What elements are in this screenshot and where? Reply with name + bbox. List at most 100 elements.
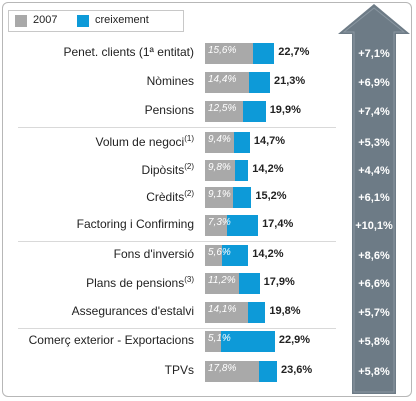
bar-2007: [205, 43, 253, 64]
growth-value: +8,6%: [358, 250, 390, 262]
category-label-text: Plans de pensions: [86, 276, 185, 290]
legend-swatch-creixement: [77, 15, 89, 27]
bar-total-value: 14,2%: [252, 248, 284, 260]
bar-2007-value: 9,8%: [208, 162, 231, 173]
category-label-text: Fons d'inversió: [113, 247, 194, 261]
bar-total-value: 17,4%: [262, 218, 294, 230]
bar-2007-value: 17,8%: [208, 363, 237, 374]
group-divider: [18, 127, 336, 128]
category-label-text: Factoring i Confirming: [76, 217, 194, 231]
bar-2007-value: 9,4%: [208, 134, 231, 145]
category-label: Plans de pensions(3): [86, 275, 194, 290]
category-label: Factoring i Confirming: [77, 217, 194, 231]
chart-row: Assegurances d'estalvi 14,1% 19,8%: [0, 299, 340, 325]
growth-value: +4,4%: [358, 165, 390, 177]
bar-2007-value: 12,5%: [208, 103, 237, 114]
growth-arrow-highlight: [342, 7, 406, 393]
growth-arrow: [338, 4, 410, 394]
bar-2007-value: 9,1%: [208, 189, 231, 200]
bar-creixement: [220, 331, 275, 352]
category-label-text: Crèdits: [146, 190, 185, 204]
chart-row: Comerç exterior - Exportacions 5,1% 22,9%: [0, 328, 340, 354]
chart-row: Volum de negoci(1) 9,4% 14,7%: [0, 129, 340, 155]
bar-2007: [205, 245, 223, 266]
growth-arrow-shape: [338, 4, 410, 394]
bar-2007: [205, 331, 221, 352]
growth-value: +6,6%: [358, 278, 390, 290]
growth-value: +6,1%: [358, 192, 390, 204]
category-label-footnote: (3): [184, 275, 194, 284]
bar-creixement: [222, 245, 249, 266]
category-label-text: Nòmines: [146, 74, 194, 88]
bar-2007: [205, 302, 248, 323]
category-label-footnote: (2): [184, 189, 194, 198]
category-label-footnote: (1): [184, 134, 194, 143]
category-label-text: Comerç exterior - Exportacions: [28, 333, 194, 347]
bar-2007-value: 15,6%: [208, 45, 237, 56]
category-label-text: Penet. clients (1ª entitat): [63, 45, 194, 59]
chart-row: Dipòsits(2) 9,8% 14,2%: [0, 157, 340, 183]
category-label: Pensions: [145, 103, 194, 117]
bar-creixement: [239, 273, 260, 294]
legend-swatch-2007: [15, 15, 27, 27]
bar-2007-value: 14,1%: [208, 304, 237, 315]
bar-creixement: [227, 215, 259, 236]
chart-row: Fons d'inversió 5,6% 14,2%: [0, 242, 340, 268]
growth-value: +7,4%: [358, 106, 390, 118]
category-label-text: TPVs: [164, 363, 194, 377]
bar-total-value: 22,9%: [278, 334, 311, 346]
growth-value: +10,1%: [355, 220, 393, 232]
bar-2007-value: 14,4%: [208, 74, 237, 85]
growth-value: +7,1%: [358, 48, 390, 60]
bar-total-value: 14,7%: [253, 135, 286, 147]
chart-row: Crèdits(2) 9,1% 15,2%: [0, 184, 340, 210]
category-label-text: Dipòsits: [141, 163, 185, 177]
chart-row: Factoring i Confirming 7,3% 17,4%: [0, 212, 340, 238]
bar-creixement: [248, 302, 266, 323]
category-label-text: Assegurances d'estalvi: [71, 304, 194, 318]
bar-creixement: [233, 132, 250, 153]
bar-total-value: 21,3%: [273, 75, 306, 87]
category-label: Fons d'inversió: [114, 247, 194, 261]
category-label: Penet. clients (1ª entitat): [63, 45, 194, 59]
bar-2007-value: 11,2%: [208, 275, 236, 286]
chart-row: Pensions 12,5% 19,9%: [0, 98, 340, 124]
bar-creixement: [259, 361, 277, 382]
bar-total-value: 19,9%: [269, 104, 301, 116]
category-label: Assegurances d'estalvi: [72, 304, 194, 318]
bar-total-value: 14,2%: [252, 163, 284, 175]
bar-total-value: 23,6%: [280, 364, 313, 376]
growth-value: +5,7%: [358, 307, 390, 319]
bar-creixement: [243, 101, 266, 122]
bar-2007-value: 7,3%: [208, 217, 231, 228]
legend-label-2007: 2007: [33, 14, 58, 26]
bar-creixement: [252, 43, 275, 64]
bar-2007: [205, 361, 260, 382]
chart-row: Penet. clients (1ª entitat) 15,6% 22,7%: [0, 40, 340, 66]
legend-label-creixement: creixement: [95, 14, 149, 26]
bar-total-value: 22,7%: [278, 46, 310, 58]
growth-value: +5,3%: [358, 137, 390, 149]
chart-row: TPVs 17,8% 23,6%: [0, 358, 340, 384]
group-divider: [18, 328, 336, 329]
growth-value: +6,9%: [358, 77, 390, 89]
bar-creixement: [234, 160, 249, 181]
bar-total-value: 19,8%: [269, 305, 301, 317]
bar-2007-value: 5,6%: [208, 247, 231, 258]
bar-2007-value: 5,1%: [208, 333, 231, 344]
group-divider: [18, 241, 336, 242]
bar-2007: [205, 101, 244, 122]
category-label: Comerç exterior - Exportacions: [29, 333, 194, 347]
bar-2007: [205, 160, 235, 181]
growth-value: +5,8%: [358, 336, 390, 348]
bar-total-value: 15,2%: [255, 190, 287, 202]
category-label-text: Pensions: [144, 103, 194, 117]
category-label: Nòmines: [147, 74, 194, 88]
category-label: Volum de negoci(1): [95, 134, 194, 149]
category-label-footnote: (2): [184, 162, 194, 171]
growth-value: +5,8%: [358, 366, 390, 378]
chart-frame: [2, 2, 412, 397]
category-label: Crèdits(2): [146, 189, 194, 204]
bar-total-value: 17,9%: [263, 276, 295, 288]
category-label: TPVs: [165, 363, 194, 377]
